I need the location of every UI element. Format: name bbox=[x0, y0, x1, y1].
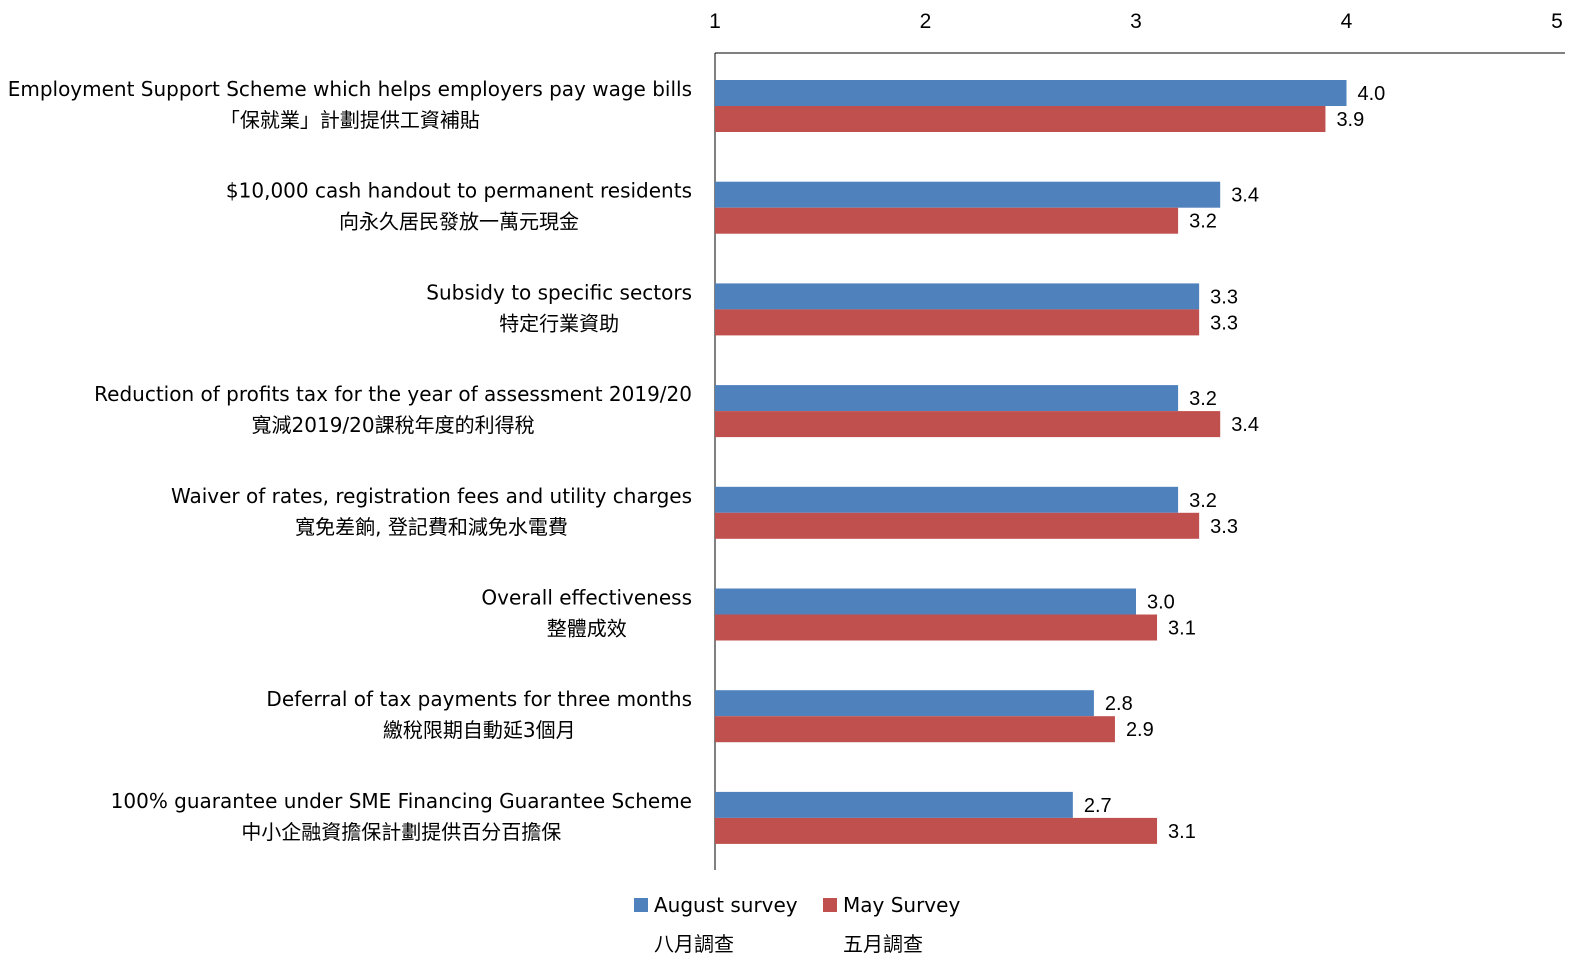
x-tick-label-4: 4 bbox=[1341, 10, 1353, 33]
category-label-en-4: Waiver of rates, registration fees and u… bbox=[171, 484, 692, 508]
data-label-may-1: 3.2 bbox=[1189, 211, 1217, 233]
data-label-august-2: 3.3 bbox=[1210, 286, 1238, 308]
bar-may-2 bbox=[715, 309, 1200, 336]
bar-may-0 bbox=[715, 106, 1326, 132]
legend-label-may: May Survey bbox=[843, 893, 960, 917]
data-label-august-7: 2.7 bbox=[1084, 795, 1112, 817]
data-label-may-0: 3.9 bbox=[1336, 109, 1364, 131]
category-label-zh-3: 寬減2019/20課稅年度的利得稅 bbox=[252, 413, 535, 437]
legend-label-zh-may: 五月調查 bbox=[843, 932, 923, 956]
legend-swatch-august bbox=[634, 898, 648, 912]
bar-august-5 bbox=[715, 588, 1136, 615]
bar-august-0 bbox=[715, 80, 1347, 106]
category-label-en-2: Subsidy to specific sectors bbox=[426, 280, 692, 304]
legend-swatch-may bbox=[823, 898, 837, 912]
data-label-may-7: 3.1 bbox=[1168, 821, 1196, 843]
category-label-en-3: Reduction of profits tax for the year of… bbox=[94, 382, 692, 406]
data-label-august-3: 3.2 bbox=[1189, 388, 1217, 410]
bar-august-2 bbox=[715, 283, 1200, 310]
category-label-zh-7: 中小企融資擔保計劃提供百分百擔保 bbox=[241, 820, 561, 844]
bar-may-7 bbox=[715, 817, 1158, 844]
legend-label-august: August survey bbox=[654, 893, 798, 917]
data-label-august-6: 2.8 bbox=[1105, 693, 1133, 715]
x-tick-label-3: 3 bbox=[1130, 10, 1142, 33]
bar-may-1 bbox=[715, 207, 1179, 234]
category-label-zh-2: 特定行業資助 bbox=[499, 311, 619, 335]
category-label-zh-6: 繳稅限期自動延3個月 bbox=[383, 718, 576, 742]
bar-may-5 bbox=[715, 614, 1158, 641]
x-tick-label-2: 2 bbox=[920, 10, 932, 33]
category-label-zh-4: 寬免差餉, 登記費和減免水電費 bbox=[295, 515, 568, 539]
legend-label-zh-august: 八月調查 bbox=[654, 932, 734, 956]
data-label-may-5: 3.1 bbox=[1168, 618, 1196, 640]
category-label-en-5: Overall effectiveness bbox=[481, 586, 692, 610]
category-label-en-6: Deferral of tax payments for three month… bbox=[266, 687, 692, 711]
data-label-may-3: 3.4 bbox=[1231, 414, 1259, 436]
bar-august-4 bbox=[715, 486, 1179, 513]
category-label-en-7: 100% guarantee under SME Financing Guara… bbox=[111, 789, 692, 813]
category-label-zh-5: 整體成效 bbox=[547, 617, 627, 641]
bar-may-4 bbox=[715, 512, 1200, 539]
data-label-august-5: 3.0 bbox=[1147, 592, 1175, 614]
bar-may-6 bbox=[715, 716, 1115, 743]
bar-august-3 bbox=[715, 385, 1179, 412]
x-tick-label-1: 1 bbox=[709, 10, 721, 33]
data-label-may-6: 2.9 bbox=[1126, 719, 1154, 741]
x-tick-label-5: 5 bbox=[1551, 10, 1563, 33]
category-label-zh-1: 向永久居民發放一萬元現金 bbox=[339, 210, 579, 234]
category-label-zh-0: 「保就業」計劃提供工資補貼 bbox=[220, 108, 480, 132]
category-label-en-1: $10,000 cash handout to permanent reside… bbox=[226, 179, 692, 203]
bar-august-7 bbox=[715, 791, 1073, 818]
data-label-august-0: 4.0 bbox=[1358, 83, 1386, 105]
bar-august-6 bbox=[715, 690, 1094, 717]
data-label-august-1: 3.4 bbox=[1231, 185, 1259, 207]
data-label-august-4: 3.2 bbox=[1189, 490, 1217, 512]
data-label-may-4: 3.3 bbox=[1210, 516, 1238, 538]
data-label-may-2: 3.3 bbox=[1210, 312, 1238, 334]
category-label-en-0: Employment Support Scheme which helps em… bbox=[8, 77, 692, 101]
bar-may-3 bbox=[715, 411, 1221, 438]
bar-august-1 bbox=[715, 181, 1221, 208]
